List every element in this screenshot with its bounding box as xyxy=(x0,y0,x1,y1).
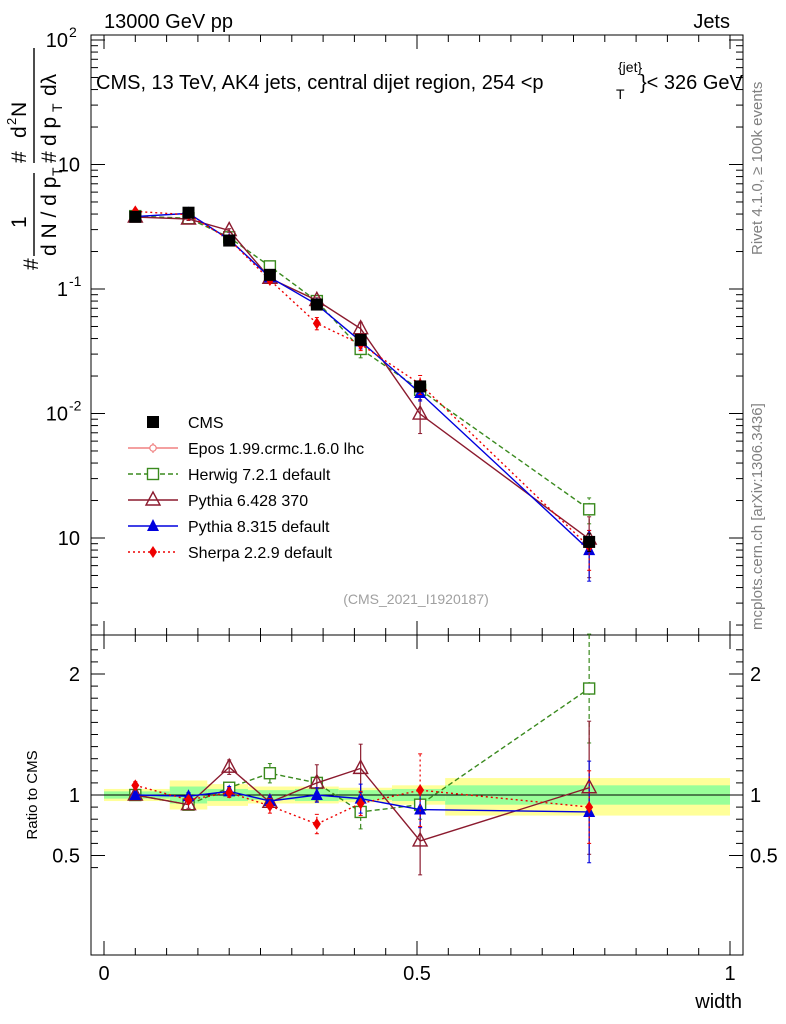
ylabel-den-sub: T xyxy=(49,167,65,176)
ylabel-hash1: # xyxy=(20,258,43,270)
main-ytick-label: 10 xyxy=(58,528,80,550)
main-point-Herwig xyxy=(582,503,596,516)
watermark: (CMS_2021_I1920187) xyxy=(343,591,489,607)
ratio-point-Herwig xyxy=(263,767,277,780)
main-point-Pythia6 xyxy=(352,319,369,335)
main-ytick-exponent: 2 xyxy=(69,24,77,40)
main-point-CMS xyxy=(223,234,236,247)
main-ytick-label: 10 xyxy=(58,155,80,177)
title-sup: {jet} xyxy=(618,59,642,75)
main-line-Pythia6 xyxy=(135,216,590,540)
ratio-point-Sherpa xyxy=(312,818,321,831)
ratio-point-Sherpa xyxy=(416,784,425,797)
legend-label: Epos 1.99.crmc.1.6.0 lhc xyxy=(188,441,364,458)
ratio-point-Pythia6 xyxy=(352,758,369,775)
legend-marker-Pythia8 xyxy=(147,519,159,531)
ratio-ytick-label: 2 xyxy=(69,664,80,686)
main-ytick-label: 10 xyxy=(46,404,68,426)
main-point-Pythia6 xyxy=(411,404,429,420)
xtick-label: 0 xyxy=(98,963,109,985)
ratio-point-Sherpa xyxy=(356,797,365,810)
ratio-axis-tick-labels: 0.5 0.5 1 1 2 2 0 0.5 1 xyxy=(52,664,778,985)
main-point-Sherpa xyxy=(312,317,321,330)
legend: CMS Epos 1.99.crmc.1.6.0 lhc Herwig 7.2.1 … xyxy=(128,415,364,562)
ratio-point-Pythia6 xyxy=(180,795,197,811)
ratio-axis-ticks xyxy=(91,635,743,955)
legend-label: Pythia 6.428 370 xyxy=(188,493,308,510)
main-line-Herwig xyxy=(135,215,590,510)
ratio-plot-area xyxy=(127,633,598,876)
main-axis-ticks xyxy=(91,35,743,635)
main-point-CMS xyxy=(583,535,596,548)
ratio-ytick-label: 1 xyxy=(69,785,80,807)
legend-label: CMS xyxy=(188,415,224,432)
legend-marker-Pythia6 xyxy=(144,490,162,506)
ratio-line-Herwig xyxy=(135,687,590,813)
title-end: }< 326 GeV xyxy=(640,72,744,94)
ratio-point-Sherpa xyxy=(131,779,140,792)
main-line-Pythia8 xyxy=(135,212,590,551)
header-left: 13000 GeV pp xyxy=(104,11,233,33)
legend-marker-Sherpa xyxy=(149,546,157,558)
ratio-point-Herwig xyxy=(582,682,596,695)
ratio-ylabel: Ratio to CMS xyxy=(24,750,41,839)
main-point-CMS xyxy=(129,210,142,223)
ylabel-d2-N: N xyxy=(8,102,31,117)
ylabel-hash3: # xyxy=(38,151,61,163)
header-right: Jets xyxy=(693,11,730,33)
main-point-CMS xyxy=(182,206,195,219)
main-ylabel: # 1 d N / d p T # d 2 N # d p T dλ xyxy=(4,48,65,270)
ylabel-hash2: # xyxy=(8,151,31,163)
ratio-line-Pythia6 xyxy=(135,766,590,842)
ylabel-one: 1 xyxy=(8,216,31,228)
ylabel-dlambda: dλ xyxy=(38,73,61,96)
ratio-point-Pythia6 xyxy=(411,831,429,847)
main-point-CMS xyxy=(354,333,367,346)
ratio-point-Pythia8 xyxy=(414,802,427,815)
ylabel-den: d N / d p xyxy=(38,177,61,256)
ylabel-d2: d xyxy=(8,126,31,138)
ratio-ytick-label: 0.5 xyxy=(52,846,80,868)
ratio-ytick-label-right: 1 xyxy=(750,785,761,807)
ratio-point-Pythia6 xyxy=(221,757,238,773)
ratio-point-Pythia8 xyxy=(310,788,323,800)
ratio-point-Pythia8 xyxy=(129,788,142,800)
main-plot-area xyxy=(127,205,598,582)
main-ytick-label: 10 xyxy=(46,30,68,52)
legend-marker-Herwig xyxy=(146,467,160,481)
main-line-Sherpa xyxy=(135,210,590,548)
legend-marker-Epos xyxy=(149,444,157,452)
main-ytick-exponent: -1 xyxy=(69,273,82,289)
title-sub: T xyxy=(616,86,625,102)
ratio-line-Pythia8 xyxy=(135,790,590,813)
ratio-ytick-label-right: 0.5 xyxy=(750,846,778,868)
title-main: CMS, 13 TeV, AK4 jets, central dijet reg… xyxy=(96,72,544,94)
ratio-point-Sherpa xyxy=(184,793,193,806)
ylabel-d2-sup: 2 xyxy=(4,118,19,125)
legend-label: Pythia 8.315 default xyxy=(188,519,330,536)
main-point-CMS xyxy=(310,298,323,311)
main-ytick-label: 1 xyxy=(57,279,68,301)
ratio-point-Sherpa xyxy=(225,786,234,799)
ylabel-dp: d p xyxy=(38,117,61,146)
main-ytick-exponent: -2 xyxy=(69,398,82,414)
main-point-CMS xyxy=(263,268,276,281)
main-point-CMS xyxy=(414,380,427,393)
legend-marker-CMS xyxy=(147,416,159,428)
xlabel: width xyxy=(694,991,742,1013)
ratio-point-Sherpa xyxy=(265,799,274,812)
ylabel-dp-sub: T xyxy=(49,103,65,112)
mcplots-label: mcplots.cern.ch [arXiv:1306.3436] xyxy=(749,403,766,630)
xtick-label: 0.5 xyxy=(403,963,431,985)
xtick-label: 1 xyxy=(724,963,735,985)
legend-label: Sherpa 2.2.9 default xyxy=(188,545,333,562)
rivet-label: Rivet 4.1.0, ≥ 100k events xyxy=(749,82,766,255)
main-title: CMS, 13 TeV, AK4 jets, central dijet reg… xyxy=(96,59,744,102)
ratio-point-Sherpa xyxy=(585,801,594,814)
legend-label: Herwig 7.2.1 default xyxy=(188,467,331,484)
ratio-ytick-label-right: 2 xyxy=(750,664,761,686)
